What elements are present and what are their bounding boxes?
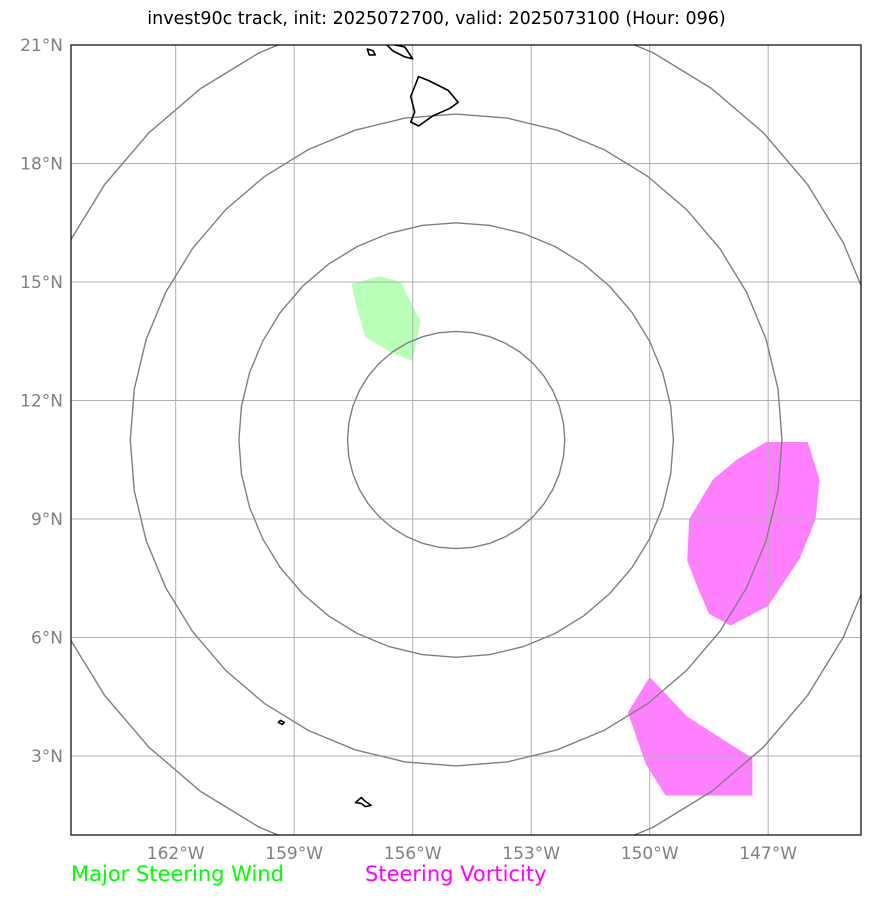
legend-steering-vorticity: Steering Vorticity: [365, 862, 547, 886]
longitude-tick-label: 162°W: [147, 844, 205, 864]
longitude-tick-label: 156°W: [384, 844, 442, 864]
steering-fills: [351, 276, 820, 796]
latitude-tick-label: 15°N: [20, 273, 63, 293]
range-ring: [129, 113, 783, 767]
steering-wind-area: [351, 276, 421, 361]
longitude-tick-labels: 162°W 159°W 156°W 153°W 150°W 147°W: [147, 844, 797, 864]
latitude-tick-label: 9°N: [31, 510, 63, 530]
latitude-tick-label: 3°N: [31, 747, 63, 767]
range-ring: [346, 330, 566, 550]
coastline: [409, 75, 459, 127]
latitude-tick-label: 12°N: [20, 392, 63, 412]
coastline: [277, 719, 286, 726]
longitude-tick-label: 153°W: [502, 844, 560, 864]
longitude-tick-label: 159°W: [265, 844, 323, 864]
longitude-tick-label: 147°W: [739, 844, 797, 864]
coastline: [354, 796, 373, 808]
legend-major-steering-wind: Major Steering Wind: [71, 862, 284, 886]
steering-vorticity-area: [627, 677, 753, 796]
steering-vorticity-area: [687, 442, 820, 626]
range-ring: [71, 45, 861, 835]
coastlines: [277, 45, 459, 808]
map-frame: [70, 44, 862, 836]
longitude-tick-label: 150°W: [621, 844, 679, 864]
latitude-tick-label: 18°N: [20, 155, 63, 175]
range-ring: [238, 222, 675, 659]
map-title: invest90c track, init: 2025072700, valid…: [147, 9, 726, 29]
range-rings: [71, 45, 861, 835]
gridlines: [71, 44, 861, 835]
coastline: [366, 48, 377, 56]
coastline: [385, 45, 414, 60]
latitude-tick-labels: 21°N 18°N 15°N 12°N 9°N 6°N 3°N: [20, 36, 63, 767]
latitude-tick-label: 21°N: [20, 36, 63, 56]
latitude-tick-label: 6°N: [31, 629, 63, 649]
